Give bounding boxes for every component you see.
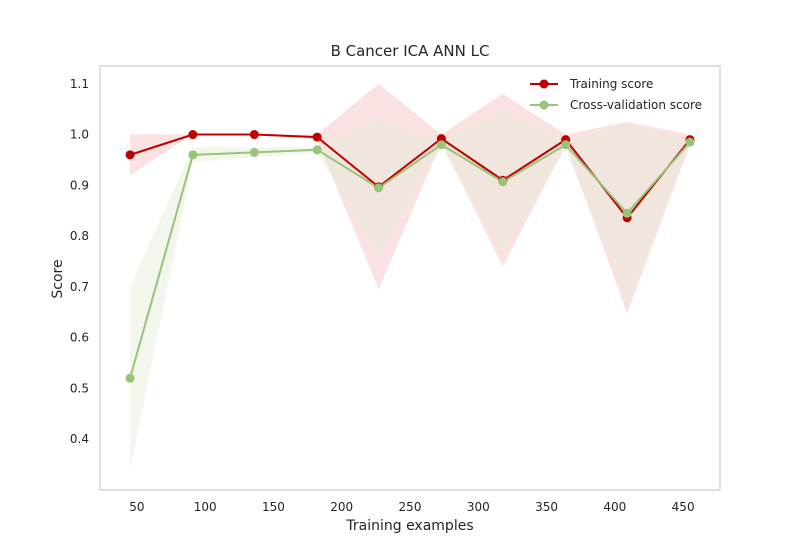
x-tick-label: 250	[399, 500, 422, 514]
confidence-bands	[130, 83, 690, 470]
training-score-point	[312, 132, 322, 142]
y-tick-label: 0.6	[70, 331, 89, 345]
x-tick-label: 150	[262, 500, 285, 514]
y-tick-label: 1.0	[70, 128, 89, 142]
y-tick-label: 1.1	[70, 77, 89, 91]
training-score-legend-marker	[539, 79, 549, 89]
training-score-point	[188, 130, 198, 140]
training-score-point	[125, 150, 135, 160]
plot-area	[99, 65, 721, 491]
cross-validation-score-point	[249, 147, 259, 157]
y-tick-label: 0.5	[70, 381, 89, 395]
x-tick-label: 300	[467, 500, 490, 514]
x-tick-label: 400	[603, 500, 626, 514]
y-tick-label: 0.8	[70, 229, 89, 243]
y-tick-labels: 0.4 0.5 0.6 0.7 0.8 0.9 1.0 1.1	[70, 77, 89, 446]
cross-validation-score-legend-label: Cross-validation score	[570, 98, 702, 112]
y-tick-label: 0.9	[70, 178, 89, 192]
cross-validation-score-point	[374, 183, 384, 193]
cross-validation-score-legend-marker	[539, 100, 549, 110]
y-axis-label: Score	[50, 259, 66, 298]
chart-title: B Cancer ICA ANN LC	[331, 42, 490, 60]
y-tick-label: 0.4	[70, 432, 89, 446]
series-lines	[129, 133, 691, 379]
legend: Training score Cross-validation score	[530, 77, 702, 112]
training-score-point	[249, 130, 259, 140]
cross-validation-score-point	[561, 140, 571, 150]
cross-validation-score-band	[130, 109, 690, 470]
cross-validation-score-point	[498, 177, 508, 187]
training-score-band	[130, 83, 690, 314]
cross-validation-score-point	[188, 150, 198, 160]
x-axis-label: Training examples	[345, 518, 473, 534]
cross-validation-score-point	[685, 137, 695, 147]
x-tick-label: 50	[129, 500, 144, 514]
cross-validation-score-point	[312, 145, 322, 155]
x-tick-label: 450	[672, 500, 695, 514]
cross-validation-score-point	[622, 208, 632, 218]
series-points	[125, 130, 695, 383]
x-tick-labels: 50 100 150 200 250 300 350 400 450	[129, 500, 694, 514]
x-tick-label: 350	[535, 500, 558, 514]
x-tick-label: 200	[330, 500, 353, 514]
training-score-legend-label: Training score	[569, 77, 653, 91]
x-tick-label: 100	[194, 500, 217, 514]
cross-validation-score-point	[125, 373, 135, 383]
cross-validation-score-line	[129, 141, 691, 379]
y-tick-label: 0.7	[70, 280, 89, 294]
cross-validation-score-point	[436, 140, 446, 150]
